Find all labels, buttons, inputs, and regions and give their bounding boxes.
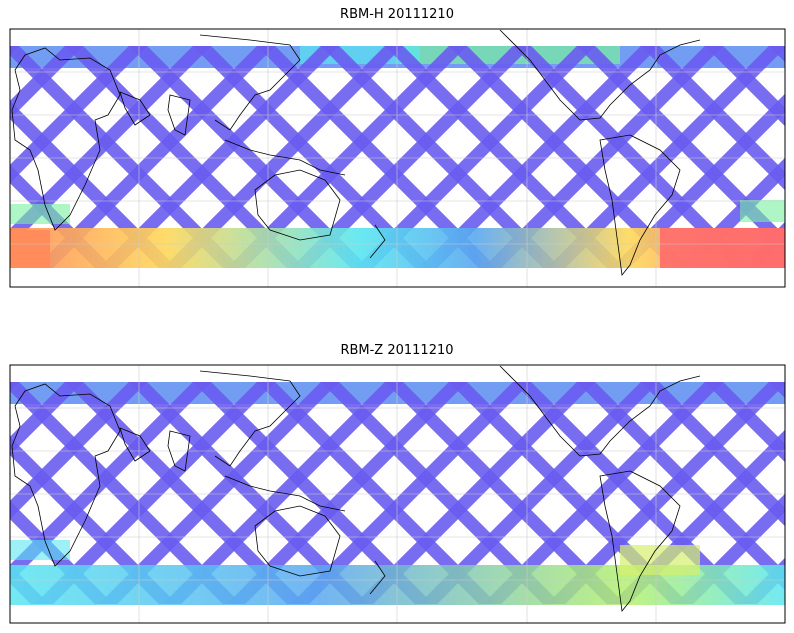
panel-2-map: [10, 365, 785, 623]
panel-1-gridlines: [10, 29, 785, 287]
panel-1-title: RBM-H 20111210: [340, 7, 454, 22]
panel-1-coastlines: [11, 29, 701, 276]
panel-2-coastlines: [11, 365, 701, 612]
panel-2-frame: [9, 364, 786, 624]
panel-1-frame: [9, 28, 786, 288]
panel-2-gridlines: [10, 365, 785, 623]
panel-1-map: [10, 29, 785, 287]
panel-2-title: RBM-Z 20111210: [340, 343, 454, 358]
